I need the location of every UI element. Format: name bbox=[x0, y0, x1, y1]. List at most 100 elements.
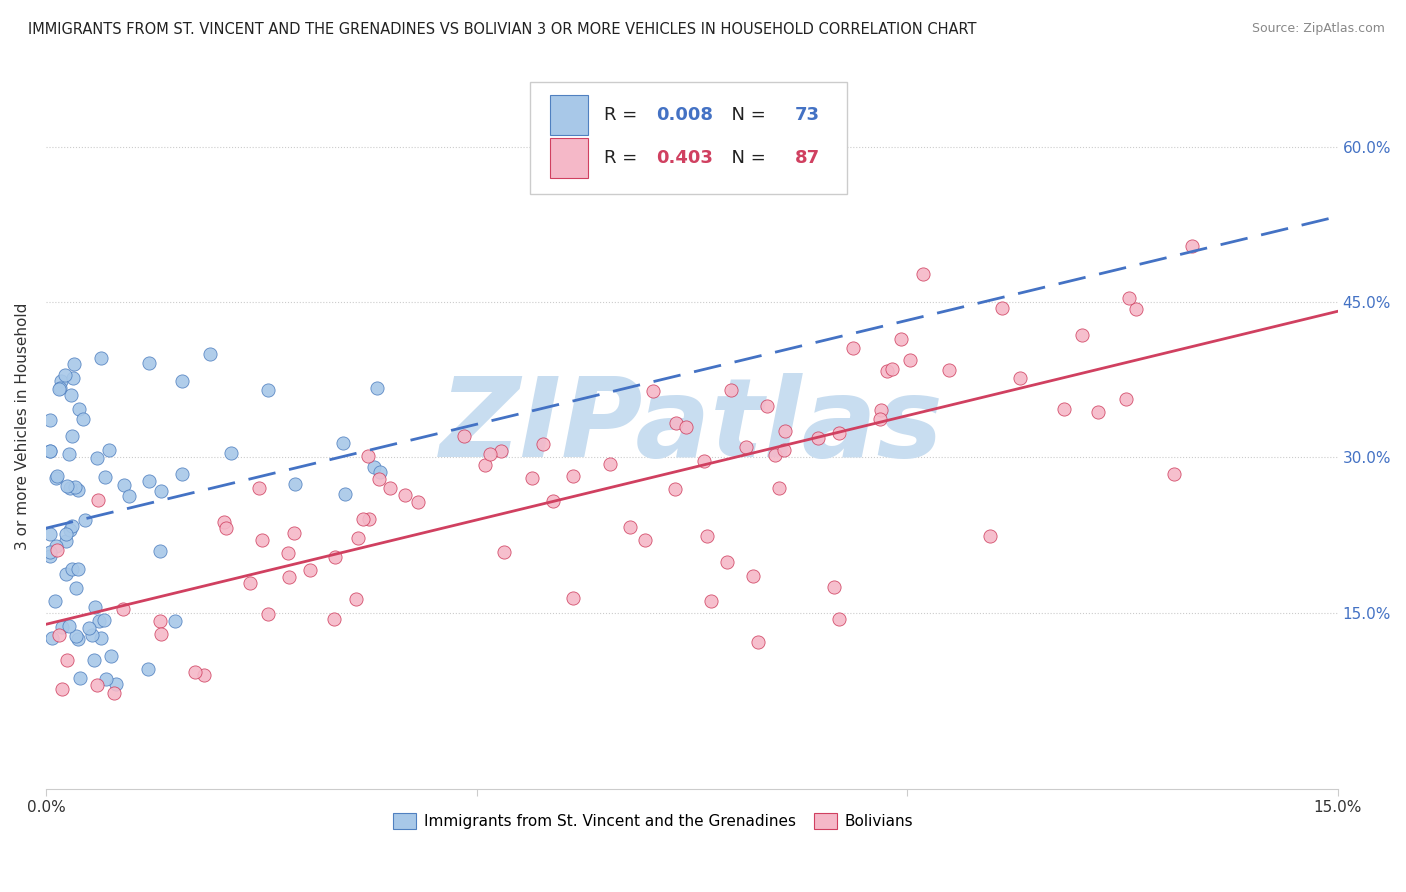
Point bbox=[59, 523, 82, 537]
Point bbox=[58, 447, 80, 461]
Point bbox=[763, 448, 786, 462]
Point bbox=[39, 549, 62, 564]
Point bbox=[333, 487, 356, 501]
Point bbox=[98, 443, 121, 458]
Point bbox=[100, 649, 122, 664]
Point bbox=[41, 632, 63, 646]
Point bbox=[332, 436, 354, 450]
Point bbox=[39, 412, 62, 426]
Point bbox=[48, 383, 70, 397]
Point bbox=[239, 576, 262, 591]
Point bbox=[1053, 402, 1076, 417]
Text: IMMIGRANTS FROM ST. VINCENT AND THE GRENADINES VS BOLIVIAN 3 OR MORE VEHICLES IN: IMMIGRANTS FROM ST. VINCENT AND THE GREN… bbox=[28, 22, 977, 37]
Point bbox=[45, 471, 67, 485]
Point bbox=[489, 443, 512, 458]
Point bbox=[105, 677, 128, 691]
Point bbox=[693, 454, 716, 468]
Point bbox=[63, 480, 86, 494]
Point bbox=[90, 351, 112, 365]
Point bbox=[720, 383, 742, 397]
Point bbox=[117, 490, 139, 504]
Point bbox=[49, 381, 72, 395]
Point bbox=[58, 619, 80, 633]
Point bbox=[841, 341, 863, 355]
Point bbox=[39, 444, 62, 458]
Point bbox=[1163, 467, 1185, 482]
Point bbox=[51, 682, 73, 697]
Point bbox=[299, 563, 322, 577]
Point bbox=[89, 614, 111, 628]
Point bbox=[45, 539, 67, 553]
Point bbox=[700, 594, 723, 608]
Point bbox=[149, 614, 172, 628]
FancyBboxPatch shape bbox=[530, 82, 846, 194]
Point bbox=[634, 533, 657, 547]
Point bbox=[60, 562, 83, 576]
Point bbox=[53, 368, 76, 382]
Point bbox=[138, 474, 160, 488]
Point bbox=[357, 512, 380, 526]
Point bbox=[138, 356, 160, 370]
Text: R =: R = bbox=[605, 149, 643, 167]
Point bbox=[1181, 239, 1204, 253]
Point bbox=[882, 361, 904, 376]
Point bbox=[870, 403, 893, 417]
Point bbox=[979, 529, 1001, 543]
Point bbox=[283, 526, 305, 541]
Text: R =: R = bbox=[605, 106, 643, 124]
Bar bbox=[550, 138, 589, 178]
Point bbox=[93, 613, 115, 627]
Point bbox=[250, 533, 273, 548]
Point bbox=[193, 668, 215, 682]
Point bbox=[938, 363, 960, 377]
Point bbox=[474, 458, 496, 473]
Point bbox=[562, 591, 585, 606]
Point bbox=[278, 570, 301, 584]
Text: N =: N = bbox=[720, 106, 772, 124]
Point bbox=[531, 436, 554, 450]
Point bbox=[60, 518, 83, 533]
Point bbox=[352, 512, 374, 526]
Point bbox=[69, 671, 91, 685]
Point bbox=[103, 686, 125, 700]
Point bbox=[768, 481, 790, 495]
Point bbox=[344, 592, 367, 607]
Point bbox=[215, 521, 238, 535]
Point bbox=[59, 388, 82, 402]
Point bbox=[479, 447, 502, 461]
Point bbox=[869, 412, 891, 426]
Point bbox=[363, 460, 385, 475]
Point bbox=[323, 549, 346, 564]
Point bbox=[150, 627, 173, 641]
Point bbox=[665, 416, 688, 430]
Point bbox=[39, 444, 62, 458]
Point bbox=[675, 419, 697, 434]
Point bbox=[357, 449, 380, 463]
Point bbox=[39, 527, 62, 541]
Text: 0.403: 0.403 bbox=[655, 149, 713, 167]
Point bbox=[755, 399, 778, 413]
Point bbox=[44, 593, 66, 607]
Point bbox=[112, 478, 135, 492]
Point bbox=[184, 665, 207, 679]
Point bbox=[200, 347, 222, 361]
Text: Source: ZipAtlas.com: Source: ZipAtlas.com bbox=[1251, 22, 1385, 36]
Point bbox=[212, 515, 235, 529]
Point bbox=[51, 619, 73, 633]
Point bbox=[735, 440, 758, 454]
Point bbox=[45, 542, 67, 557]
Point bbox=[696, 529, 718, 543]
Point bbox=[86, 450, 108, 465]
Point bbox=[911, 267, 934, 281]
Point bbox=[1087, 405, 1109, 419]
Point bbox=[562, 469, 585, 483]
Point bbox=[72, 412, 94, 426]
Point bbox=[773, 442, 796, 457]
Point bbox=[741, 569, 763, 583]
Point bbox=[83, 653, 105, 667]
Point bbox=[823, 580, 845, 594]
Legend: Immigrants from St. Vincent and the Grenadines, Bolivians: Immigrants from St. Vincent and the Gren… bbox=[387, 807, 920, 835]
Point bbox=[257, 607, 280, 622]
Point bbox=[807, 431, 830, 445]
Point bbox=[55, 567, 77, 582]
